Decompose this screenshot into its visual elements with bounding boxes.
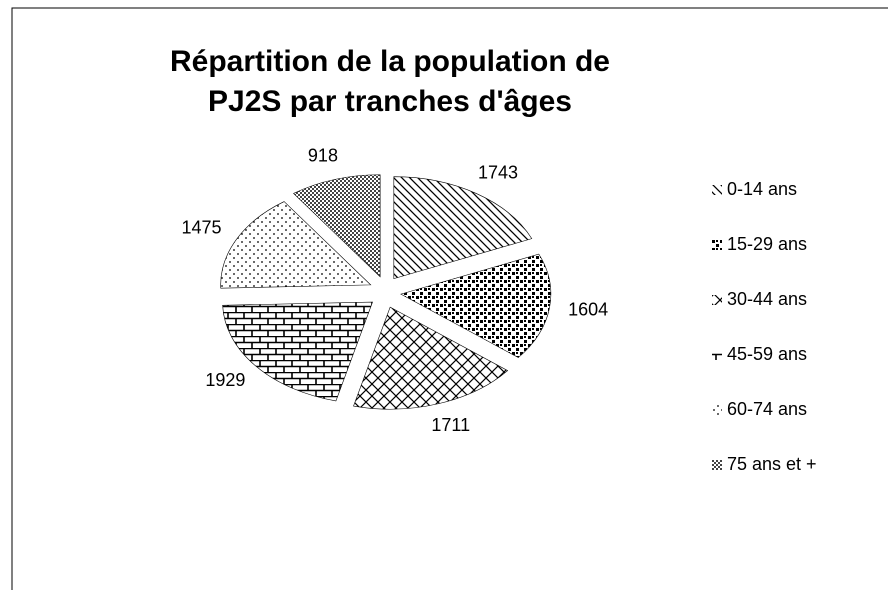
- legend-swatch: [712, 295, 722, 305]
- legend-swatch: [712, 350, 722, 360]
- data-label: 1743: [478, 162, 518, 182]
- chart-title: Répartition de la population de PJ2S par…: [169, 45, 610, 118]
- data-label: 1711: [431, 415, 470, 435]
- data-label: 1929: [205, 370, 245, 390]
- pie-slice: [293, 174, 381, 278]
- data-label: 918: [308, 145, 338, 165]
- legend-label: 30-44 ans: [727, 289, 807, 309]
- pie-slice: [353, 306, 509, 410]
- pie-slice: [222, 301, 373, 402]
- legend-swatch: [712, 460, 722, 470]
- legend-swatch: [712, 240, 722, 250]
- pie-slice: [400, 253, 552, 358]
- legend-label: 0-14 ans: [727, 179, 797, 199]
- legend-swatch: [712, 185, 722, 195]
- data-label: 1604: [568, 300, 608, 320]
- legend-label: 15-29 ans: [727, 234, 807, 254]
- pie-slice: [220, 201, 372, 289]
- frame: [11, 7, 888, 590]
- legend-label: 45-59 ans: [727, 344, 807, 364]
- legend-swatch: [712, 405, 722, 415]
- legend-label: 60-74 ans: [727, 399, 807, 419]
- legend-label: 75 ans et +: [727, 454, 817, 474]
- pie-slice: [393, 176, 533, 280]
- data-label: 1475: [181, 217, 221, 237]
